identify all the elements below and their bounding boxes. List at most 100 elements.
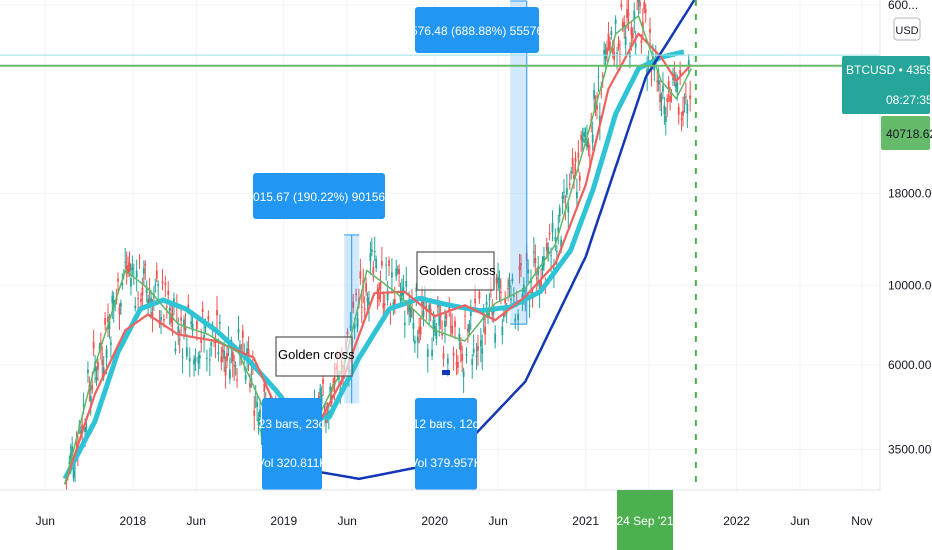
candle-body — [541, 260, 544, 271]
candle-body — [138, 257, 141, 259]
ma-line-2[interactable] — [63, 32, 693, 485]
candle-body — [558, 207, 561, 217]
candle-body — [446, 358, 449, 364]
candle-body — [144, 264, 147, 266]
countdown-label: 08:27:35 — [886, 93, 932, 107]
candle-body — [416, 336, 419, 343]
candle-body — [441, 332, 444, 336]
candle-body — [422, 311, 425, 317]
golden-cross-note-2[interactable]: Golden cross — [416, 251, 496, 291]
candle-body — [380, 260, 383, 266]
support-curve[interactable] — [283, 0, 696, 481]
candle-body — [187, 304, 190, 310]
candle-body — [535, 278, 538, 280]
measure-range-box-2[interactable] — [510, 1, 527, 325]
candle-body — [98, 346, 101, 348]
candle-body — [393, 299, 396, 305]
candle-body — [498, 278, 501, 289]
candle-body — [576, 191, 578, 199]
candle-body — [474, 298, 476, 304]
y-tick-label: 3500.00 — [888, 442, 932, 456]
candle-body — [616, 52, 618, 54]
candle-body — [194, 357, 197, 362]
candle-body — [583, 132, 585, 137]
candle-body — [363, 308, 366, 310]
measure-stats-bubble-1[interactable]: 23 bars, 23d Vol 320.811K — [257, 398, 328, 490]
candle-body — [164, 282, 167, 286]
measure-vol-label-1: Vol 320.811K — [257, 456, 328, 470]
candle-body — [124, 261, 127, 263]
candle-body — [445, 314, 448, 319]
candle-body — [591, 134, 594, 143]
measure-range-bubble-1[interactable]: 9015.67 (190.22%) 901567 — [246, 173, 392, 219]
candle-body — [161, 281, 164, 284]
candle-body — [484, 326, 487, 335]
candle-body — [85, 426, 88, 429]
candle-body — [82, 404, 85, 407]
candle-body — [91, 385, 94, 390]
candle-body — [197, 356, 200, 364]
candle-body — [500, 291, 502, 293]
measure-range-bubble-2[interactable]: 55576.48 (688.88%) 5557648 — [398, 7, 557, 53]
candle-body — [468, 323, 471, 332]
candle-body — [545, 243, 548, 251]
time-axis[interactable]: Jun2018Jun2019Jun2020Jun2021Jun2022JunNo… — [0, 489, 880, 550]
candle-body — [249, 383, 251, 388]
candle-body — [646, 69, 649, 76]
candle-body — [452, 352, 455, 356]
candle-body — [218, 322, 221, 324]
candle-body — [431, 349, 433, 356]
candle-body — [574, 157, 577, 163]
ma-line-3[interactable] — [64, 15, 692, 485]
candle-body — [128, 262, 131, 272]
cursor-date-tag[interactable]: 24 Sep '21 — [616, 490, 674, 550]
candle-body — [640, 40, 643, 44]
candle-body — [540, 280, 542, 289]
candle-body — [557, 227, 560, 233]
candle-body — [478, 292, 481, 299]
candle-body — [465, 354, 468, 356]
candle-body — [137, 297, 140, 299]
x-tick-label: Jun — [337, 514, 356, 528]
candle-body — [355, 293, 357, 296]
candle-body — [382, 303, 385, 308]
candle-body — [436, 304, 439, 308]
candle-body — [155, 270, 158, 279]
candle-body — [502, 313, 505, 318]
x-tick-label: Jun — [488, 514, 507, 528]
candle-body — [412, 322, 415, 329]
candle-body — [597, 76, 600, 78]
candle-body — [160, 317, 162, 320]
candle-body — [634, 43, 637, 48]
measure-range-label-2: 55576.48 (688.88%) 5557648 — [398, 24, 557, 38]
candle-body — [664, 116, 667, 123]
golden-cross-note-1[interactable]: Golden cross — [275, 336, 355, 377]
candle-body — [598, 116, 601, 125]
candle-body — [581, 138, 584, 142]
level-price-tag[interactable]: 40718.62 — [881, 116, 932, 150]
candle-body — [418, 327, 421, 334]
candle-body — [97, 361, 99, 370]
last-price-tag[interactable]: BTCUSD • 43596.27 08:27:35 — [842, 56, 932, 114]
candle-body — [683, 97, 686, 99]
ma-line-1[interactable] — [62, 49, 685, 480]
measure-stats-bubble-2[interactable]: 12 bars, 12d Vol 379.957K — [410, 398, 482, 490]
candle-body — [641, 21, 644, 29]
candle-body — [487, 312, 489, 317]
candle-body — [373, 250, 376, 253]
candle-body — [104, 318, 107, 325]
candle-body — [462, 371, 465, 377]
candle-body — [101, 359, 104, 366]
currency-badge[interactable]: USD — [893, 17, 921, 41]
candle-body — [383, 303, 386, 306]
candle-body — [432, 320, 435, 330]
candle-body — [154, 284, 157, 286]
candle-body — [520, 263, 522, 266]
candle-body — [401, 291, 403, 297]
candle-body — [621, 22, 624, 28]
candle-body — [567, 206, 570, 213]
grid-lines — [0, 0, 880, 490]
candle-body — [527, 269, 530, 274]
candle-body — [620, 4, 623, 8]
